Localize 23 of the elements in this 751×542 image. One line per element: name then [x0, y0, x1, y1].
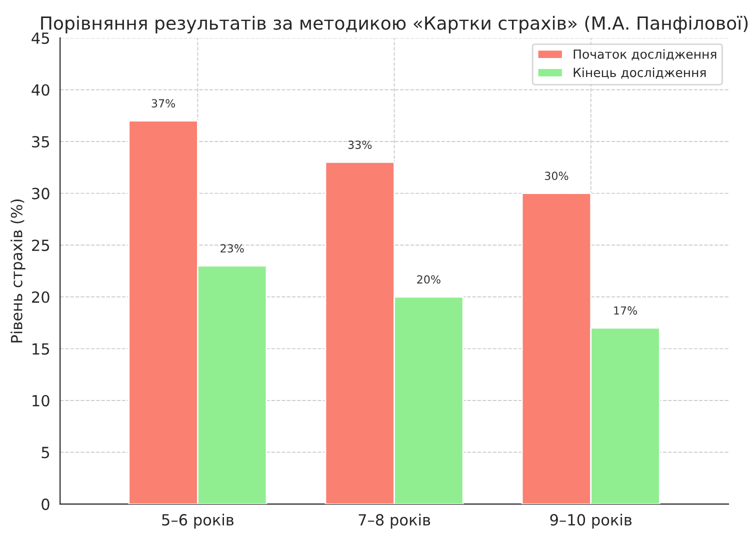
y-tick-label: 30: [32, 188, 50, 200]
chart-title: Порівняння результатів за методикою «Картки страхів» (М.А. Панфілової): [41, 16, 748, 34]
data-label: 23%: [220, 244, 244, 253]
y-tick-label: 25: [32, 240, 50, 252]
x-tick-label: 9–10 років: [550, 514, 632, 529]
y-tick-label: 40: [32, 84, 50, 96]
y-tick-label: 5: [42, 446, 50, 458]
legend-label: Початок дослідження: [574, 49, 716, 60]
y-axis-title: Рівень страхів (%): [10, 199, 26, 342]
y-tick-label: 20: [32, 291, 50, 303]
x-tick-label: 5–6 років: [162, 514, 234, 529]
data-label: 37%: [152, 99, 176, 108]
x-tick-label: 7–8 років: [358, 514, 430, 529]
y-tick-label: 10: [32, 394, 50, 406]
data-label: 20%: [417, 275, 440, 284]
legend-label: Кінець дослідження: [574, 68, 706, 79]
y-tick-label: 15: [32, 343, 50, 355]
data-label: 17%: [614, 306, 637, 315]
y-tick-label: 45: [32, 32, 50, 44]
y-tick-label: 0: [42, 498, 50, 510]
y-tick-label: 35: [32, 136, 50, 148]
data-label: 33%: [348, 140, 372, 149]
data-label: 30%: [544, 172, 568, 180]
